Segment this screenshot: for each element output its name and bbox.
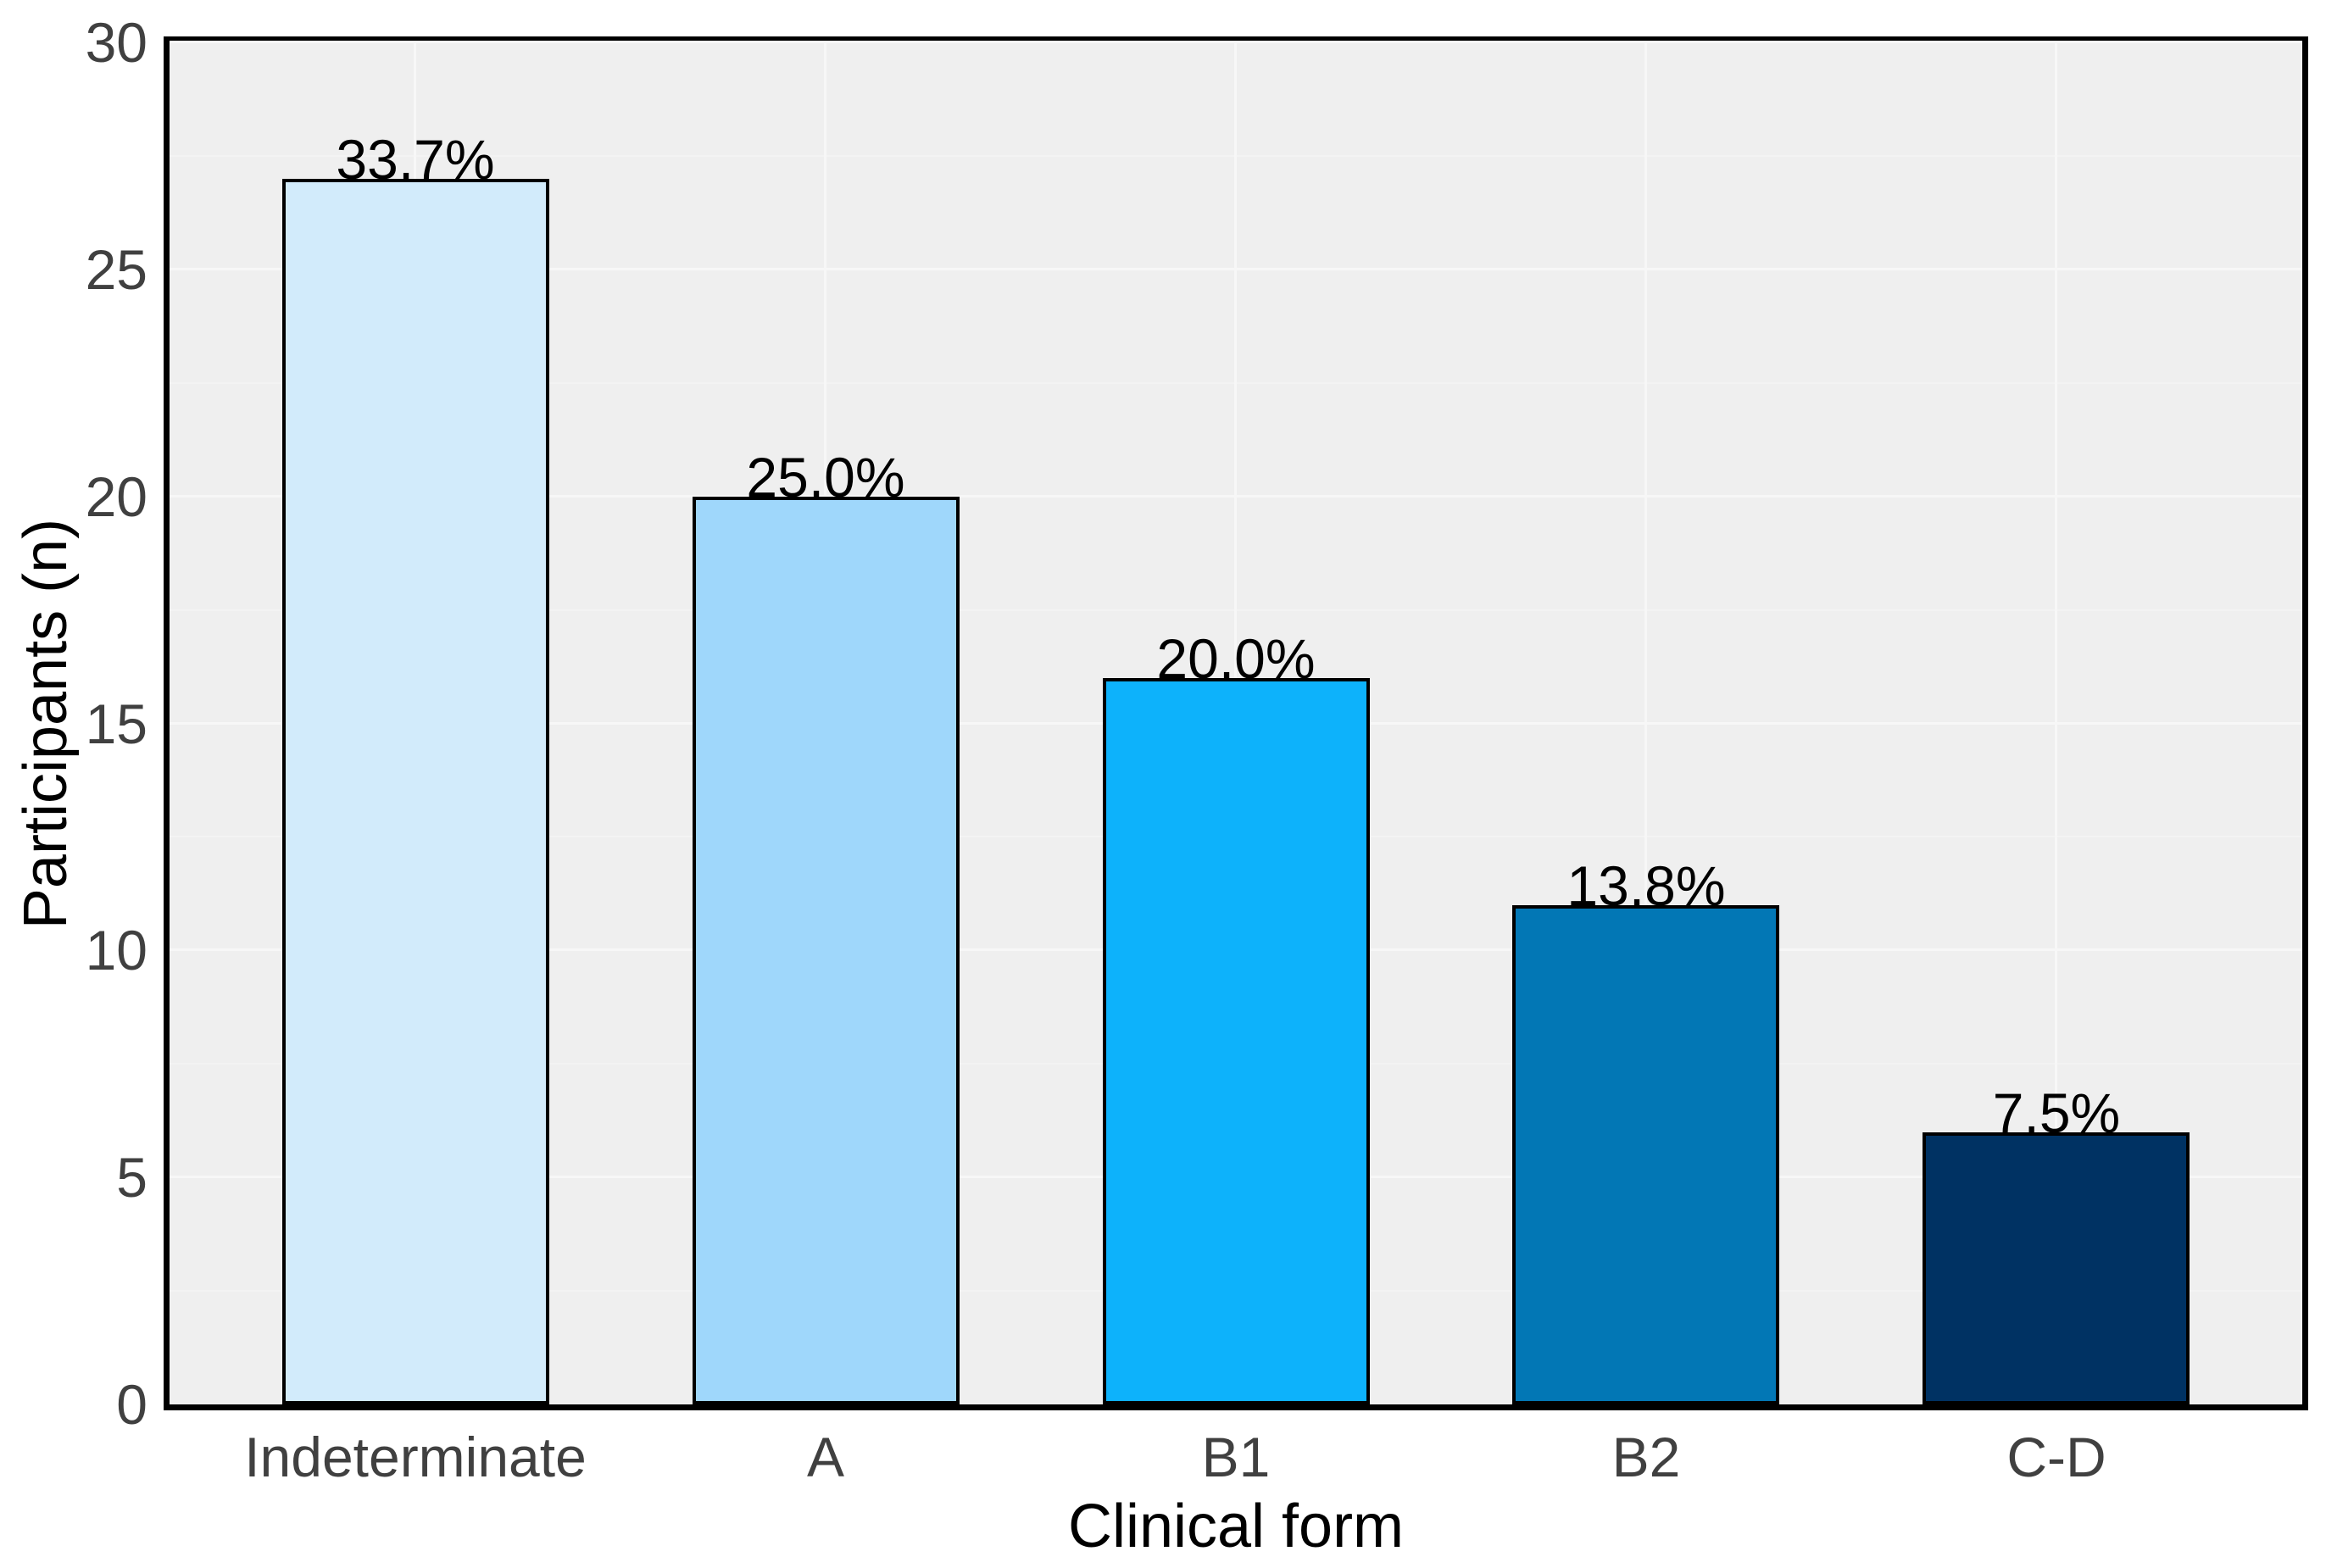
- y-tick-label: 0: [116, 1373, 147, 1436]
- bar-percentage-label: 20.0%: [1156, 627, 1316, 690]
- y-tick-label: 10: [85, 919, 147, 981]
- x-tick-label-c-d: C-D: [2006, 1426, 2106, 1488]
- plot-area: 33.7% 25.0% 20.0% 13.8% 7.5%: [164, 36, 2308, 1410]
- bar-percentage-label: 25.0%: [746, 446, 905, 509]
- bar-c-d: [1923, 1132, 2190, 1404]
- bar-percentage-label: 13.8%: [1566, 854, 1726, 917]
- bar-b1: [1103, 678, 1370, 1404]
- y-tick-label: 5: [116, 1146, 147, 1209]
- x-tick-label-indeterminate: Indeterminate: [244, 1426, 587, 1488]
- x-tick-label-a: A: [806, 1426, 845, 1488]
- y-tick-label: 25: [85, 238, 147, 301]
- bar-indeterminate: [282, 179, 549, 1404]
- bar-b2: [1512, 905, 1779, 1404]
- vertical-gridline: [2054, 42, 2057, 1404]
- y-tick-label: 30: [85, 11, 147, 74]
- y-tick-label: 20: [85, 465, 147, 528]
- bar-percentage-label: 7.5%: [1992, 1081, 2121, 1144]
- bar-a: [693, 497, 960, 1404]
- x-tick-label-b1: B1: [1201, 1426, 1271, 1488]
- bar-percentage-label: 33.7%: [336, 128, 495, 191]
- y-axis-title: Participants (n): [12, 518, 80, 930]
- y-tick-label: 15: [85, 692, 147, 755]
- x-axis-title: Clinical form: [1067, 1493, 1405, 1560]
- x-tick-label-b2: B2: [1611, 1426, 1681, 1488]
- major-gridline: [170, 41, 2302, 43]
- vertical-gridline: [1644, 42, 1647, 1404]
